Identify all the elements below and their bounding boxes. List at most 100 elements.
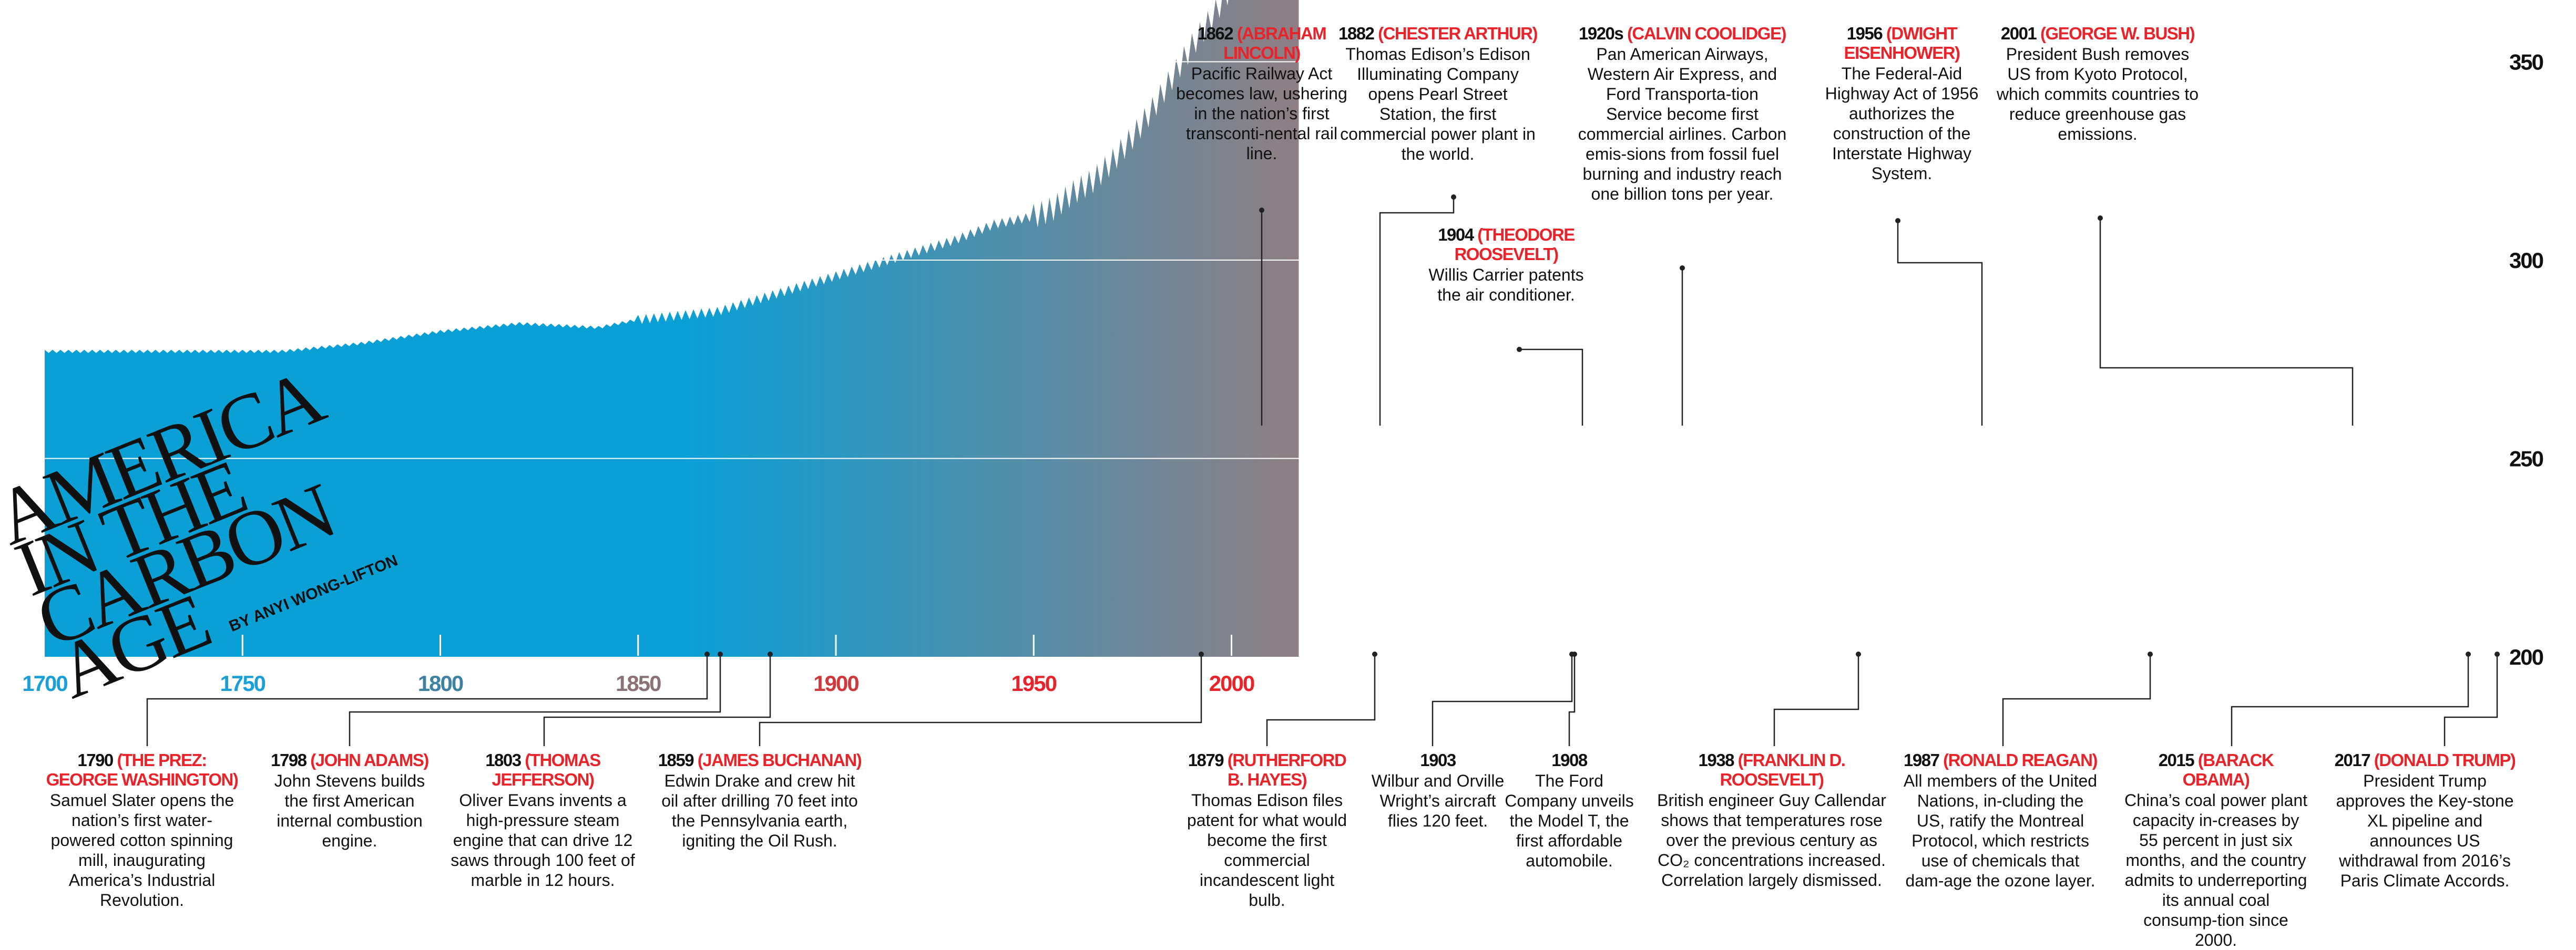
- x-tick-label: 1700: [22, 671, 67, 696]
- event-year: 1938: [1698, 750, 1735, 770]
- leader-line: [1432, 654, 1573, 746]
- event-description: President Trump approves the Key-stone X…: [2336, 771, 2514, 890]
- event-heading: 1908: [1498, 750, 1640, 770]
- event-description: China’s coal power plant capacity in-cre…: [2124, 791, 2308, 949]
- event-description: British engineer Guy Callendar shows tha…: [1657, 791, 1886, 890]
- leader-line: [1568, 654, 1576, 746]
- event-year: 1882: [1338, 24, 1375, 43]
- event-annotation: 1862 (ABRAHAM LINCOLN) Pacific Railway Ac…: [1175, 24, 1348, 163]
- event-year: 1803: [485, 750, 522, 770]
- event-president: (DONALD TRUMP): [2374, 750, 2516, 770]
- event-president: (THE PREZ: GEORGE WASHINGTON): [46, 750, 239, 789]
- event-annotation: 1790 (THE PREZ: GEORGE WASHINGTON) Samuel…: [42, 750, 242, 910]
- leader-dot: [2495, 652, 2500, 657]
- event-year: 2017: [2334, 750, 2371, 770]
- event-heading: 2017 (DONALD TRUMP): [2334, 750, 2516, 770]
- event-year: 1956: [1846, 24, 1883, 43]
- leader-line: [543, 654, 771, 746]
- event-year: 2001: [2000, 24, 2037, 43]
- event-heading: 1938 (FRANKLIN D. ROOSEVELT): [1656, 750, 1887, 789]
- leader-dot: [1680, 265, 1685, 271]
- event-heading: 1882 (CHESTER ARTHUR): [1338, 24, 1538, 43]
- event-annotation: 1920s (CALVIN COOLIDGE) Pan American Airw…: [1577, 24, 1787, 204]
- event-description: John Stevens builds the first American i…: [274, 771, 425, 850]
- leader-lines: [146, 194, 2500, 746]
- leader-dot: [768, 652, 773, 657]
- y-tick-label: 300: [2509, 248, 2543, 273]
- leader-dot: [1199, 652, 1204, 657]
- y-axis: 200250300350400: [2509, 50, 2544, 670]
- leader-line: [1897, 221, 1983, 426]
- event-president: (FRANKLIN D. ROOSEVELT): [1720, 750, 1846, 789]
- leader-dot: [1451, 194, 1456, 200]
- event-description: Pan American Airways, Western Air Expres…: [1578, 45, 1787, 203]
- leader-line: [146, 654, 708, 746]
- event-year: 1862: [1197, 24, 1234, 43]
- event-description: The Federal-Aid Highway Act of 1956 auth…: [1825, 64, 1979, 183]
- event-president: (BARACK OBAMA): [2182, 750, 2274, 789]
- event-president: (CHESTER ARTHUR): [1378, 24, 1538, 43]
- event-description: Thomas Edison files patent for what woul…: [1187, 791, 1347, 910]
- event-heading: 2001 (GEORGE W. BUSH): [1992, 24, 2203, 43]
- x-tick-label: 1950: [1011, 671, 1057, 696]
- event-president: (RUTHERFORD B. HAYES): [1227, 750, 1347, 789]
- leader-line: [2444, 654, 2498, 746]
- event-description: Samuel Slater opens the nation’s first w…: [49, 791, 234, 910]
- x-tick-label: 1800: [418, 671, 463, 696]
- event-year: 1920s: [1579, 24, 1624, 43]
- event-annotation: 1879 (RUTHERFORD B. HAYES) Thomas Edison …: [1183, 750, 1351, 910]
- x-tick-label: 1900: [813, 671, 858, 696]
- leader-line: [2002, 654, 2151, 746]
- event-heading: 1879 (RUTHERFORD B. HAYES): [1183, 750, 1351, 789]
- leader-line: [759, 654, 1202, 746]
- event-heading: 1920s (CALVIN COOLIDGE): [1577, 24, 1787, 43]
- event-description: President Bush removes US from Kyoto Pro…: [1996, 45, 2199, 143]
- event-president: (ABRAHAM LINCOLN): [1223, 24, 1327, 63]
- x-axis: 1700 1750 1800 1850 1900 1950 2000: [22, 635, 1255, 696]
- leader-dot: [2098, 215, 2103, 221]
- event-annotation: 1938 (FRANKLIN D. ROOSEVELT) British engi…: [1656, 750, 1887, 890]
- y-tick-label: 250: [2509, 447, 2543, 471]
- event-president: (RONALD REAGAN): [1943, 750, 2098, 770]
- leader-dot: [1259, 208, 1264, 213]
- leader-dot: [704, 652, 710, 657]
- event-annotation: 1987 (RONALD REAGAN) All members of the U…: [1903, 750, 2098, 891]
- event-heading: 1790 (THE PREZ: GEORGE WASHINGTON): [42, 750, 242, 789]
- leader-line: [1266, 654, 1376, 746]
- event-annotation: 1904 (THEODORE ROOSEVELT) Willis Carrier …: [1422, 225, 1590, 305]
- event-annotation: 1956 (DWIGHT EISENHOWER) The Federal-Aid …: [1816, 24, 1987, 183]
- event-annotation: 1882 (CHESTER ARTHUR) Thomas Edison’s Edi…: [1338, 24, 1538, 164]
- leader-dot: [2466, 652, 2471, 657]
- leader-dot: [2148, 652, 2153, 657]
- event-annotation: 2015 (BARACK OBAMA) China’s coal power pl…: [2124, 750, 2308, 950]
- y-tick-label: 200: [2509, 645, 2543, 669]
- event-annotation: 1798 (JOHN ADAMS) John Stevens builds the…: [263, 750, 436, 851]
- ppm-callout: 406.88 PPM: [2205, 272, 2481, 330]
- event-annotation: 1908 The Ford Company unveils the Model T…: [1498, 750, 1640, 871]
- event-president: (JOHN ADAMS): [310, 750, 429, 770]
- event-heading: 1903: [1367, 750, 1509, 770]
- event-year: 1859: [658, 750, 694, 770]
- event-president: (GEORGE W. BUSH): [2040, 24, 2195, 43]
- event-year: 1904: [1438, 225, 1474, 244]
- event-annotation: 2001 (GEORGE W. BUSH) President Bush remo…: [1992, 24, 2203, 144]
- leader-dot: [1372, 652, 1377, 657]
- event-year: 1908: [1551, 750, 1588, 770]
- event-heading: 1862 (ABRAHAM LINCOLN): [1175, 24, 1348, 63]
- callout-arrowhead: [2477, 53, 2492, 69]
- leader-line: [1379, 197, 1455, 426]
- event-description: Wilbur and Orville Wright’s aircraft fli…: [1371, 771, 1505, 830]
- event-year: 2015: [2158, 750, 2195, 770]
- event-heading: 1956 (DWIGHT EISENHOWER): [1816, 24, 1987, 63]
- event-heading: 1987 (RONALD REAGAN): [1903, 750, 2098, 770]
- event-year: 1987: [1904, 750, 1940, 770]
- event-annotation: 1903 Wilbur and Orville Wright’s aircraft…: [1367, 750, 1509, 831]
- leader-line: [2231, 654, 2469, 746]
- leader-dot: [718, 652, 723, 657]
- leader-dot: [1517, 347, 1522, 352]
- event-heading: 1859 (JAMES BUCHANAN): [657, 750, 862, 770]
- co2-area: [45, 0, 1299, 657]
- leader-dot: [1895, 218, 1900, 223]
- callout-arrow: [2352, 62, 2488, 274]
